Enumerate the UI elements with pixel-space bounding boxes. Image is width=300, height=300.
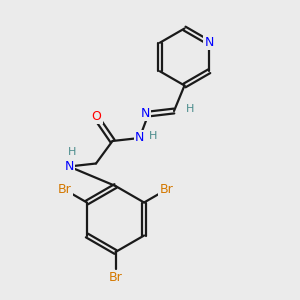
Text: H: H xyxy=(149,130,157,141)
Text: Br: Br xyxy=(58,183,72,196)
Text: Br: Br xyxy=(159,183,173,196)
Text: H: H xyxy=(186,104,195,115)
Text: Br: Br xyxy=(109,271,122,284)
Text: N: N xyxy=(141,107,150,121)
Text: N: N xyxy=(135,131,144,145)
Text: N: N xyxy=(64,160,74,173)
Text: O: O xyxy=(92,110,101,124)
Text: N: N xyxy=(205,36,214,49)
Text: H: H xyxy=(68,147,76,157)
